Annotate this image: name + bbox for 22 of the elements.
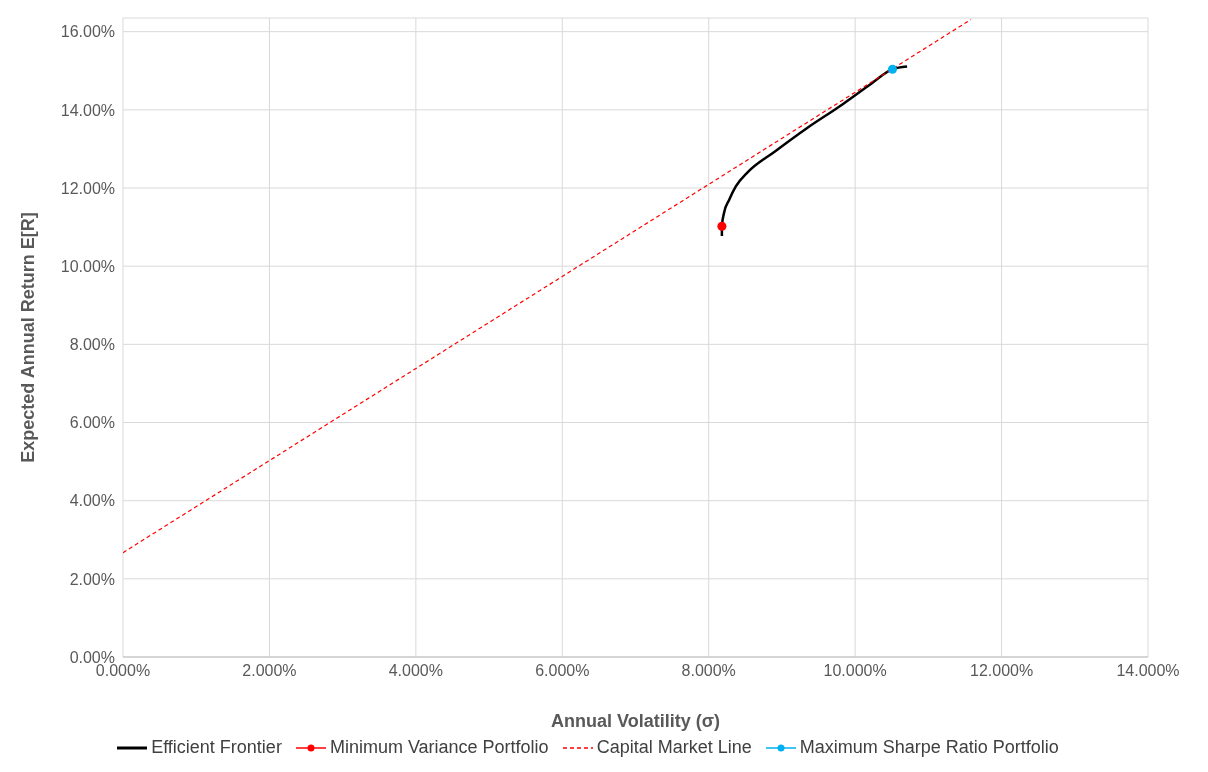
x-tick-label: 6.000%: [535, 662, 590, 680]
y-tick-label: 16.00%: [60, 23, 115, 41]
x-tick-label: 2.000%: [242, 662, 297, 680]
x-tick-label: 12.000%: [969, 662, 1034, 680]
y-tick-label: 12.00%: [60, 179, 115, 197]
y-tick-label: 10.00%: [60, 257, 115, 275]
x-axis-title: Annual Volatility (σ): [551, 711, 720, 731]
x-tick-label: 8.000%: [681, 662, 736, 680]
y-tick-label: 8.00%: [69, 336, 115, 354]
x-tick-label: 14.000%: [1116, 662, 1180, 680]
y-tick-label: 14.00%: [60, 101, 115, 119]
x-tick-label: 4.000%: [388, 662, 443, 680]
y-tick-label: 4.00%: [69, 492, 115, 510]
legend-label: Minimum Variance Portfolio: [329, 737, 549, 758]
y-tick-label: 2.00%: [69, 570, 115, 588]
x-tick-label: 10.000%: [823, 662, 887, 680]
legend-label: Efficient Frontier: [151, 737, 282, 758]
x-tick-label: 0.000%: [95, 662, 151, 680]
legend-label: Maximum Sharpe Ratio Portfolio: [799, 737, 1059, 758]
y-axis-title: Expected Annual Return E[R]: [18, 212, 39, 463]
y-tick-label: 6.00%: [69, 414, 115, 432]
legend-label: Capital Market Line: [596, 737, 752, 758]
